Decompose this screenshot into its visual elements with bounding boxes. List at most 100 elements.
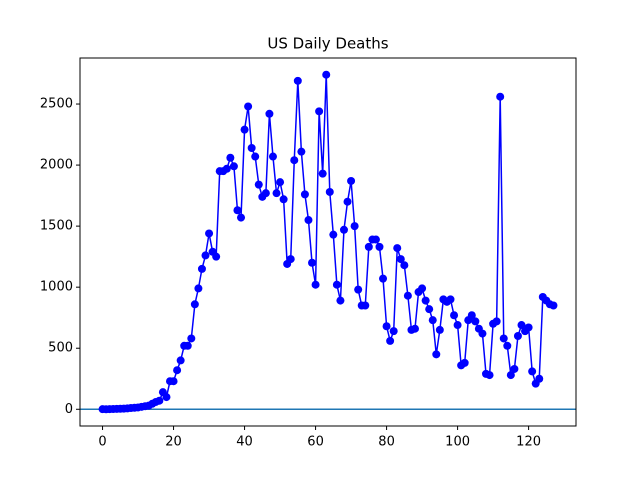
data-point xyxy=(364,242,373,251)
data-point xyxy=(244,102,253,111)
data-point xyxy=(375,242,384,251)
data-point xyxy=(389,327,398,336)
y-tick-label: 1000 xyxy=(40,280,73,295)
data-point xyxy=(393,244,402,253)
data-point xyxy=(286,255,295,264)
data-point xyxy=(300,190,309,199)
data-point xyxy=(513,332,522,341)
y-tick-label: 500 xyxy=(48,341,73,356)
data-point xyxy=(325,187,334,196)
data-point xyxy=(350,222,359,231)
data-point xyxy=(226,153,235,162)
data-point xyxy=(162,393,171,402)
data-point xyxy=(176,356,185,365)
data-point xyxy=(265,109,274,118)
data-point xyxy=(268,152,277,161)
data-point xyxy=(347,176,356,185)
y-tick-label: 1500 xyxy=(40,219,73,234)
data-point xyxy=(354,285,363,294)
data-point xyxy=(496,92,505,101)
x-tick-label: 60 xyxy=(307,435,324,450)
chart-title: US Daily Deaths xyxy=(267,35,388,53)
data-point xyxy=(386,336,395,345)
data-point xyxy=(315,107,324,116)
data-point xyxy=(339,225,348,234)
data-point xyxy=(332,280,341,289)
data-point xyxy=(194,284,203,293)
data-point xyxy=(155,396,164,405)
data-point xyxy=(343,197,352,206)
data-point xyxy=(499,334,508,343)
data-point xyxy=(229,162,238,171)
data-point xyxy=(510,364,519,373)
data-point xyxy=(169,377,178,386)
data-point xyxy=(304,216,313,225)
data-point xyxy=(197,264,206,273)
data-point xyxy=(222,164,231,173)
data-point xyxy=(396,255,405,264)
data-point xyxy=(290,156,299,165)
data-point xyxy=(308,258,317,267)
data-point xyxy=(549,301,558,310)
data-point xyxy=(212,252,221,261)
data-point xyxy=(361,301,370,310)
data-point xyxy=(201,251,210,260)
data-point xyxy=(428,316,437,325)
y-tick-label: 2000 xyxy=(40,158,73,173)
data-point xyxy=(276,178,285,187)
data-point xyxy=(251,152,260,161)
data-point xyxy=(418,284,427,293)
data-point xyxy=(485,371,494,380)
data-point xyxy=(190,300,199,309)
x-tick-label: 120 xyxy=(516,435,541,450)
data-point xyxy=(293,76,302,85)
x-tick-label: 20 xyxy=(165,435,182,450)
data-point xyxy=(237,213,246,222)
data-point xyxy=(205,229,214,238)
data-point xyxy=(467,311,476,320)
x-tick-label: 0 xyxy=(98,435,106,450)
data-point xyxy=(318,169,327,178)
data-point xyxy=(336,296,345,305)
data-point xyxy=(410,324,419,333)
y-tick-label: 0 xyxy=(65,402,73,417)
data-point xyxy=(379,274,388,283)
data-point xyxy=(524,323,533,332)
data-point xyxy=(311,280,320,289)
data-point xyxy=(503,341,512,350)
data-point xyxy=(322,70,331,79)
plot-frame xyxy=(79,57,577,427)
data-point xyxy=(450,311,459,320)
x-tick-label: 40 xyxy=(236,435,253,450)
data-point xyxy=(432,350,441,359)
y-tick-label: 2500 xyxy=(40,97,73,112)
data-point xyxy=(233,206,242,215)
data-point xyxy=(403,291,412,300)
data-point xyxy=(247,143,256,152)
data-point xyxy=(478,329,487,338)
data-point xyxy=(435,325,444,334)
data-point xyxy=(297,147,306,156)
x-tick-label: 100 xyxy=(445,435,470,450)
data-point xyxy=(421,296,430,305)
data-point xyxy=(535,374,544,383)
data-point xyxy=(528,367,537,376)
data-point xyxy=(506,371,515,380)
x-tick-label: 80 xyxy=(378,435,395,450)
data-point xyxy=(460,358,469,367)
data-point xyxy=(371,235,380,244)
data-point xyxy=(272,189,281,198)
data-point xyxy=(425,305,434,314)
data-point xyxy=(453,321,462,330)
data-point xyxy=(173,366,182,375)
data-point xyxy=(471,317,480,326)
data-point xyxy=(261,189,270,198)
data-point xyxy=(187,334,196,343)
data-point xyxy=(446,295,455,304)
data-point xyxy=(400,261,409,270)
data-point xyxy=(329,230,338,239)
data-point xyxy=(254,180,263,189)
data-point xyxy=(279,195,288,204)
